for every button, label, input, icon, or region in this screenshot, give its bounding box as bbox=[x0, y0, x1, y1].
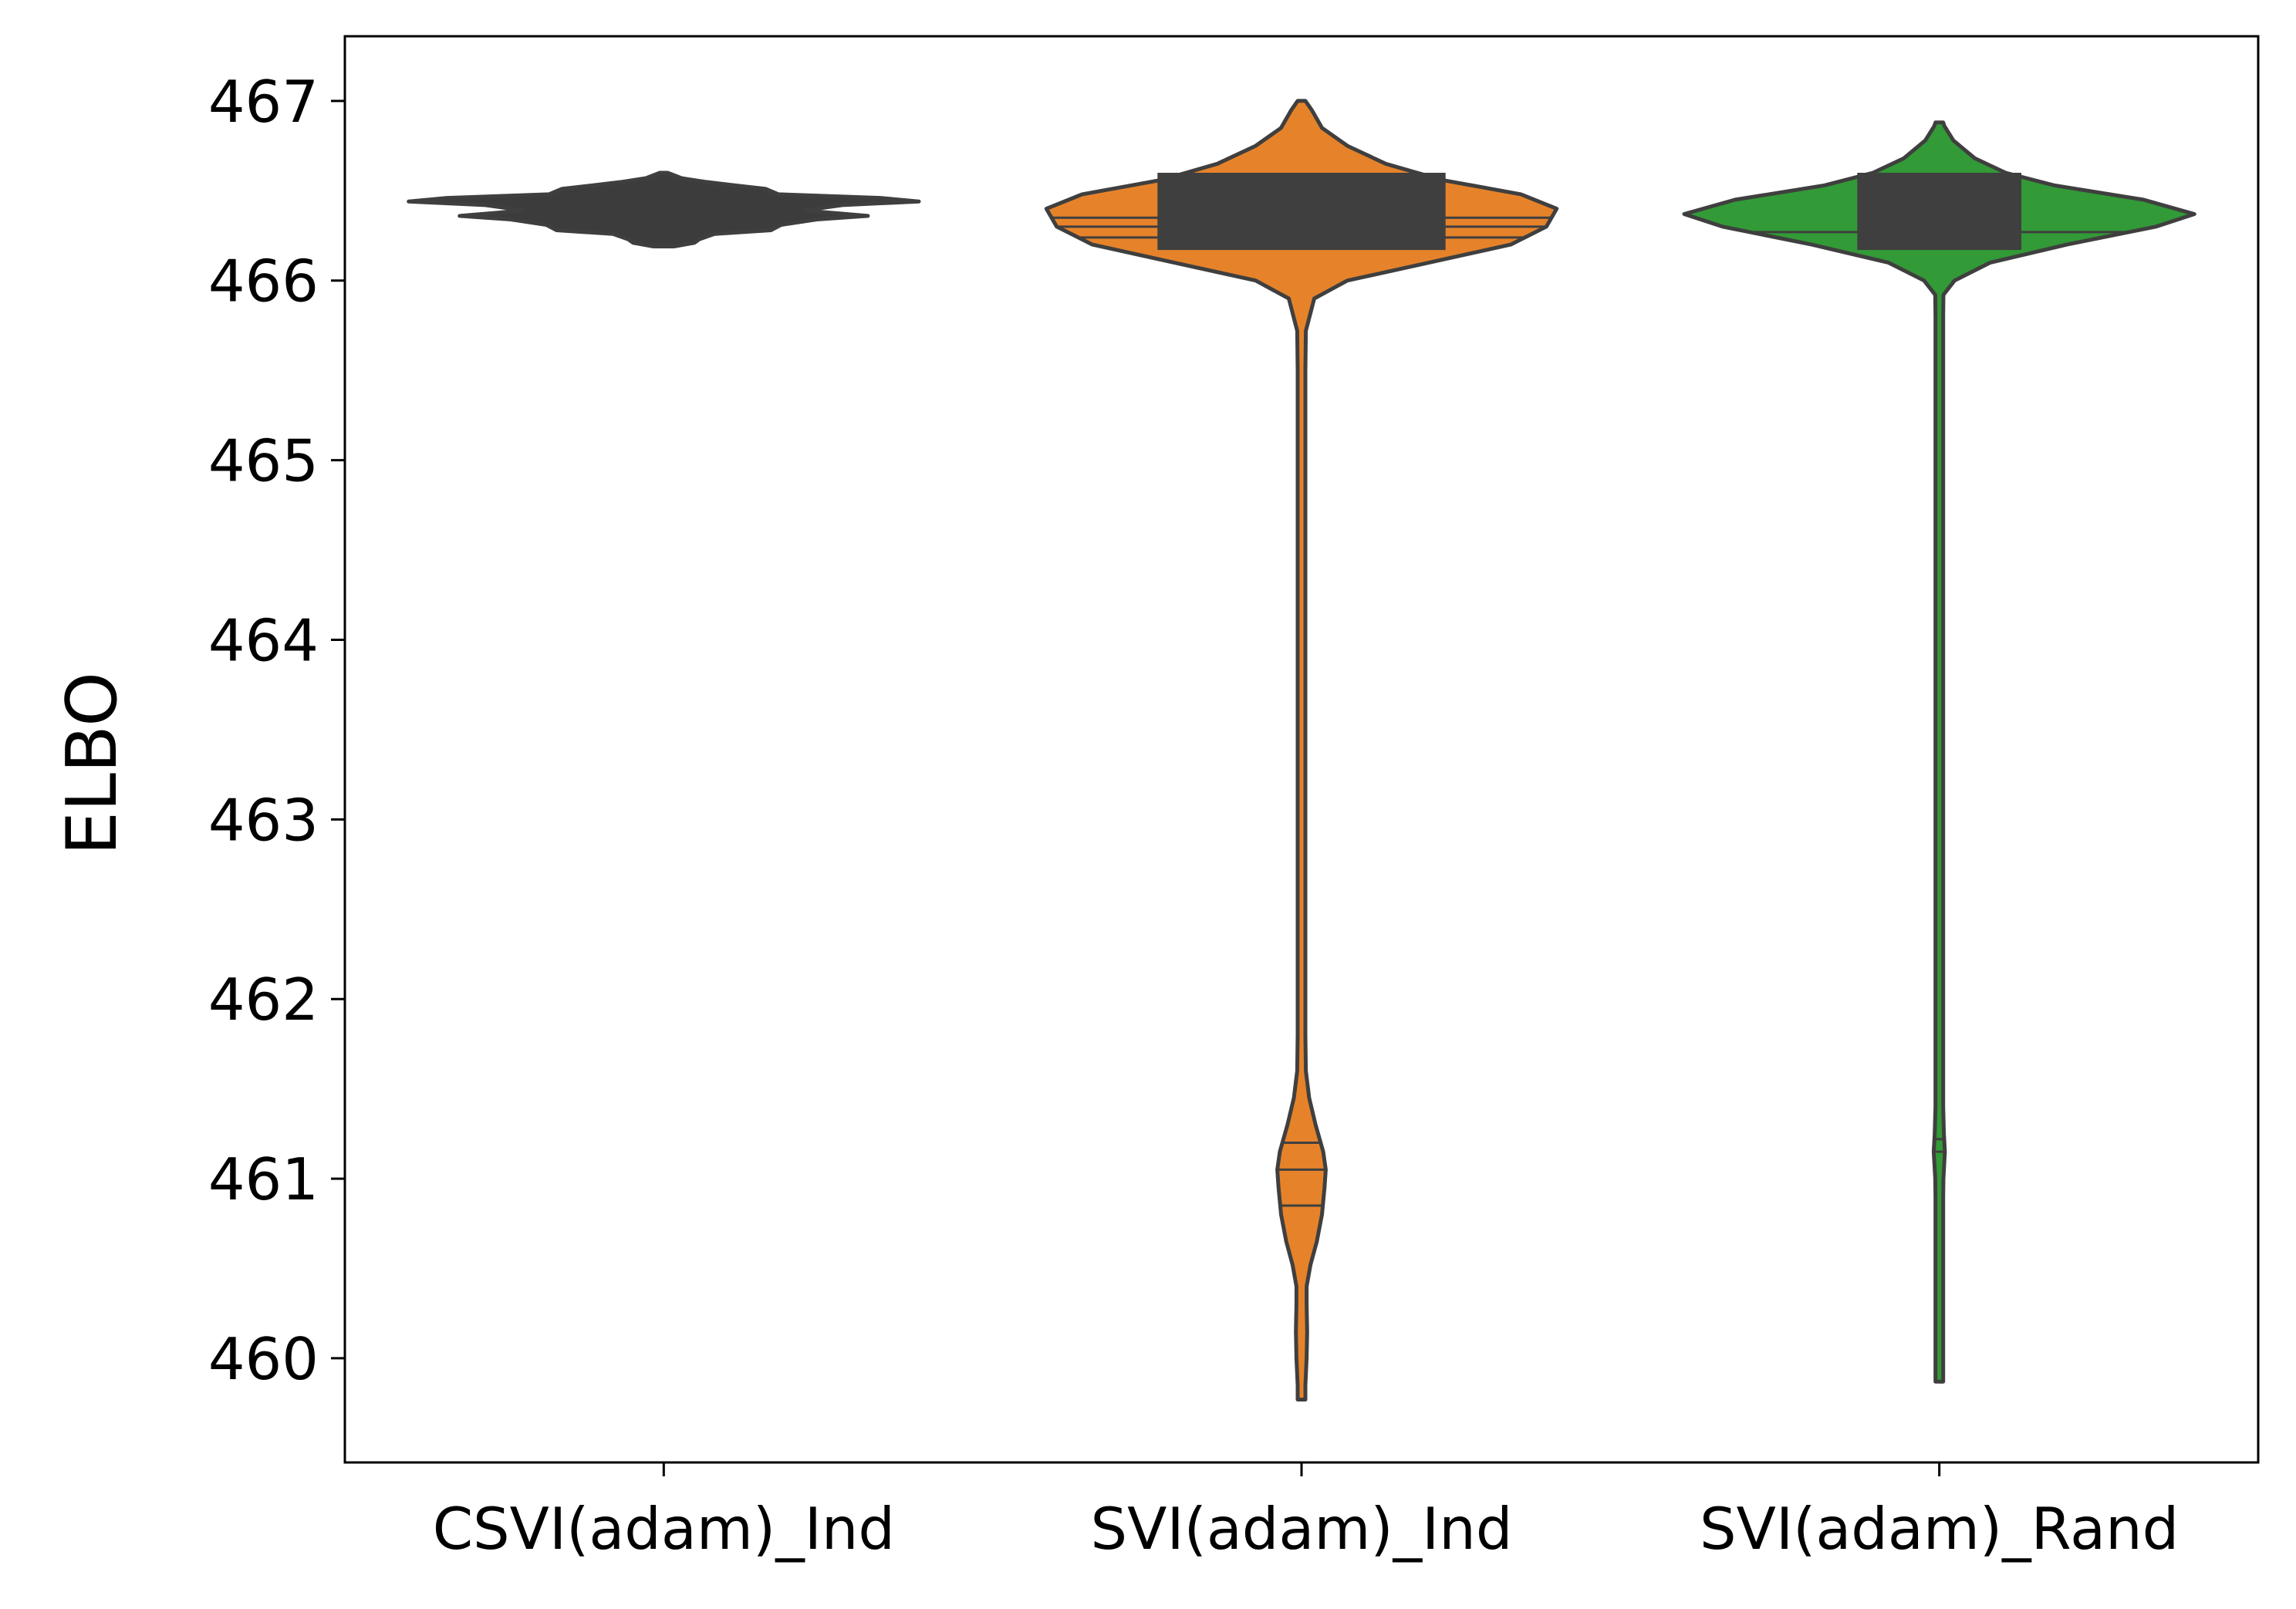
x-tick-label: SVI(adam)_Rand bbox=[1700, 1495, 2179, 1563]
y-tick-label: 462 bbox=[208, 966, 319, 1034]
y-tick-label: 463 bbox=[208, 786, 319, 854]
y-tick-label: 464 bbox=[208, 606, 319, 674]
y-tick-label: 460 bbox=[208, 1325, 319, 1393]
y-axis-label: ELBO bbox=[52, 672, 133, 855]
violin-1 bbox=[1044, 99, 1559, 1402]
y-tick-label: 467 bbox=[208, 68, 319, 136]
violin-body bbox=[407, 170, 921, 248]
y-tick-label: 465 bbox=[208, 427, 319, 495]
x-tick-label: SVI(adam)_Ind bbox=[1091, 1495, 1513, 1563]
violin-2 bbox=[1682, 120, 2196, 1384]
violins-layer bbox=[407, 99, 2196, 1402]
x-axis: CSVI(adam)_Ind SVI(adam)_Ind SVI(adam)_Ran… bbox=[433, 1462, 2179, 1563]
violin-0 bbox=[407, 170, 921, 248]
violin-body bbox=[1682, 120, 2196, 1384]
x-tick-label: CSVI(adam)_Ind bbox=[433, 1495, 895, 1563]
density-band bbox=[1157, 172, 1446, 251]
y-tick-label: 466 bbox=[208, 248, 319, 315]
density-band bbox=[1857, 172, 2022, 251]
y-tick-label: 461 bbox=[208, 1145, 319, 1213]
y-axis: 460 461 462 463 464 465 466 467 bbox=[208, 68, 345, 1393]
